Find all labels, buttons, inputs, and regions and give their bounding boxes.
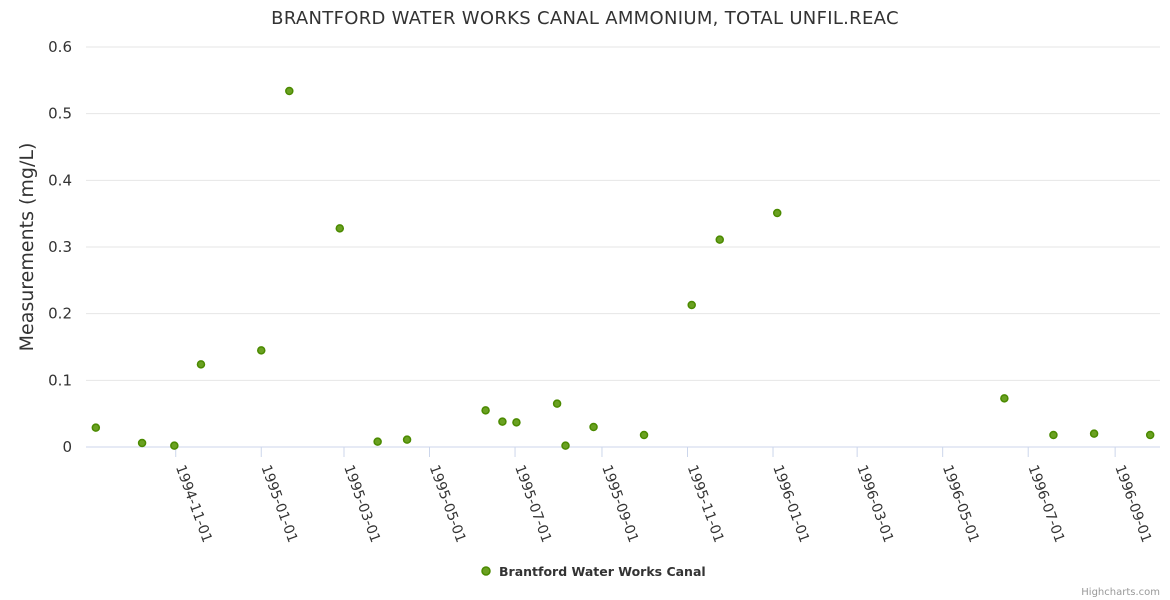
chart-title: BRANTFORD WATER WORKS CANAL AMMONIUM, TO… xyxy=(271,8,899,29)
x-tick-label: 1995-05-01 xyxy=(426,463,469,545)
y-tick-label: 0.5 xyxy=(48,105,72,123)
x-tick-label: 1996-03-01 xyxy=(853,463,896,545)
data-point[interactable] xyxy=(335,224,345,233)
x-tick-label: 1996-05-01 xyxy=(939,463,982,545)
data-point[interactable] xyxy=(715,235,724,244)
data-point[interactable] xyxy=(639,430,649,440)
y-tick-label: 0.4 xyxy=(48,171,72,189)
data-point[interactable] xyxy=(91,423,101,432)
data-point[interactable] xyxy=(373,437,382,446)
y-tick-label: 0.6 xyxy=(48,38,72,56)
data-point[interactable] xyxy=(170,441,179,450)
legend-marker xyxy=(481,566,491,576)
data-point[interactable] xyxy=(552,399,562,408)
x-axis-ticks: 1994-11-01 1995-01-01 1995-03-01 1995-05-01… xyxy=(172,447,1154,545)
grid xyxy=(86,46,1160,381)
data-point[interactable] xyxy=(402,435,412,444)
data-point[interactable] xyxy=(257,346,266,355)
x-tick-label: 1994-11-01 xyxy=(172,463,215,545)
data-point[interactable] xyxy=(498,417,507,426)
x-tick-label: 1995-07-01 xyxy=(511,463,554,545)
data-point[interactable] xyxy=(481,406,490,415)
data-point[interactable] xyxy=(1000,394,1009,403)
y-tick-label: 0.3 xyxy=(48,238,72,256)
data-point[interactable] xyxy=(561,441,570,450)
data-point[interactable] xyxy=(772,208,782,218)
y-tick-label: 0.2 xyxy=(48,305,72,323)
data-point[interactable] xyxy=(1089,429,1099,438)
y-axis-ticks: 0 0.1 0.2 0.3 0.4 0.5 0.6 xyxy=(48,38,72,456)
x-tick-label: 1995-01-01 xyxy=(258,463,301,545)
data-point[interactable] xyxy=(1145,430,1155,440)
x-tick-label: 1996-01-01 xyxy=(769,463,812,545)
y-tick-label: 0.1 xyxy=(48,371,72,389)
data-point[interactable] xyxy=(196,360,206,369)
data-point[interactable] xyxy=(512,418,521,427)
x-tick-label: 1995-11-01 xyxy=(684,463,727,545)
y-axis-title: Measurements (mg/L) xyxy=(16,143,38,352)
legend[interactable]: Brantford Water Works Canal xyxy=(481,564,706,579)
data-point[interactable] xyxy=(687,300,696,310)
credits-link[interactable]: Highcharts.com xyxy=(1081,587,1160,598)
data-point[interactable] xyxy=(137,438,147,448)
x-tick-label: 1996-07-01 xyxy=(1024,463,1067,545)
y-tick-label: 0 xyxy=(62,438,72,456)
x-tick-label: 1995-03-01 xyxy=(340,463,383,545)
legend-label[interactable]: Brantford Water Works Canal xyxy=(499,564,706,579)
x-tick-label: 1995-09-01 xyxy=(598,463,641,545)
data-point[interactable] xyxy=(1049,430,1058,440)
series-points xyxy=(91,86,1155,450)
data-point[interactable] xyxy=(589,422,598,432)
x-tick-label: 1996-09-01 xyxy=(1111,463,1154,545)
data-point[interactable] xyxy=(285,86,294,96)
